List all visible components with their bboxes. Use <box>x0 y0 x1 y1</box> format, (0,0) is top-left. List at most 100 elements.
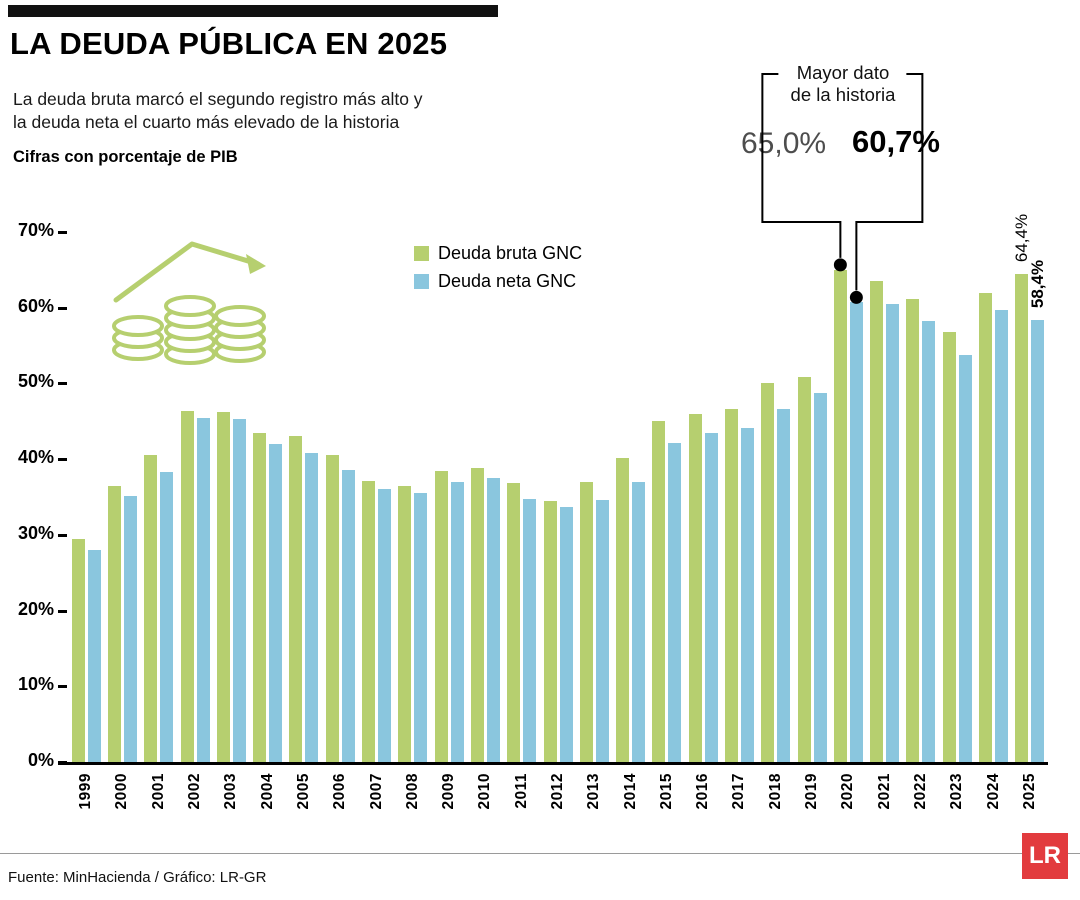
y-axis-label: 20% <box>17 598 54 619</box>
x-axis-label: 1999 <box>77 773 95 810</box>
bar-neta-1999 <box>87 550 101 762</box>
bar-neta-2023 <box>958 354 972 762</box>
x-axis-label: 2015 <box>657 773 675 810</box>
subtitle-line-1: La deuda bruta marcó el segundo registro… <box>13 89 423 109</box>
x-axis-label: 2011 <box>512 773 530 809</box>
legend-label-bruta: Deuda bruta GNC <box>438 243 583 263</box>
bar-bruta-2018 <box>761 383 775 762</box>
bar-bruta-2004 <box>253 432 267 762</box>
bar-neta-2001 <box>160 472 174 762</box>
x-axis-label: 2018 <box>766 773 784 810</box>
source-credit: Fuente: MinHacienda / Gráfico: LR-GR <box>8 869 267 886</box>
x-axis-label: 2007 <box>367 773 385 810</box>
x-axis-label: 2020 <box>839 773 857 810</box>
x-axis-label: 2014 <box>621 773 639 810</box>
bar-bruta-2014 <box>616 457 630 762</box>
legend-swatch-neta <box>414 274 429 289</box>
bar-bruta-2006 <box>325 455 339 762</box>
bar-bruta-1999 <box>71 538 85 762</box>
y-axis-label: 60% <box>17 295 54 316</box>
bar-bruta-2024 <box>979 292 993 762</box>
footer-divider <box>0 853 1080 854</box>
x-axis-line <box>58 762 1048 765</box>
x-axis-label: 2022 <box>911 773 929 810</box>
x-axis-label: 2004 <box>258 773 276 810</box>
bar-neta-2025 <box>1031 319 1045 762</box>
bar-neta-2007 <box>378 489 392 762</box>
bar-neta-2004 <box>269 444 283 762</box>
bar-bruta-2016 <box>688 413 702 762</box>
x-axis-label: 2002 <box>186 773 204 810</box>
bar-neta-2005 <box>305 453 319 762</box>
bar-bruta-2025 <box>1015 274 1029 762</box>
bar-neta-2009 <box>450 481 464 762</box>
bar-bruta-2021 <box>870 281 884 762</box>
bar-bruta-2007 <box>362 481 376 762</box>
x-axis-label: 2016 <box>694 773 712 810</box>
y-axis-tick <box>58 458 67 462</box>
bar-neta-2021 <box>886 303 900 762</box>
bar-bruta-2023 <box>942 331 956 762</box>
page-title: LA DEUDA PÚBLICA EN 2025 <box>10 26 448 61</box>
bar-bruta-2015 <box>652 421 666 762</box>
y-axis-label: 70% <box>17 220 54 240</box>
bar-bruta-2003 <box>216 412 230 762</box>
legend: Deuda bruta GNC Deuda neta GNC <box>414 243 582 299</box>
x-axis-label: 2008 <box>403 773 421 810</box>
bar-neta-2024 <box>995 309 1009 762</box>
bar-bruta-2005 <box>289 435 303 762</box>
bar-bruta-2002 <box>180 410 194 762</box>
bar-bruta-2000 <box>107 485 121 762</box>
bar-bruta-2019 <box>797 377 811 762</box>
bar-bruta-2012 <box>543 500 557 762</box>
bar-bruta-2008 <box>398 485 412 762</box>
legend-swatch-bruta <box>414 246 429 261</box>
coins-growth-icon <box>108 234 276 366</box>
x-axis-label: 2021 <box>875 773 893 810</box>
bar-neta-2019 <box>813 392 827 762</box>
y-axis-tick <box>58 533 67 537</box>
bar-bruta-2022 <box>906 299 920 762</box>
x-axis-label: 2005 <box>294 773 312 810</box>
bar-bruta-2020 <box>833 269 847 762</box>
x-axis-label: 2001 <box>149 773 167 810</box>
units-note: Cifras con porcentaje de PIB <box>13 148 238 166</box>
subtitle: La deuda bruta marcó el segundo registro… <box>13 88 423 134</box>
latest-value-neta: 58,4% <box>1027 259 1047 308</box>
x-axis-label: 2010 <box>476 773 494 810</box>
bar-neta-2013 <box>595 500 609 762</box>
top-rule <box>8 5 498 17</box>
y-axis-tick <box>58 306 67 310</box>
y-axis-label: 40% <box>17 447 54 468</box>
x-axis-label: 2024 <box>984 773 1002 810</box>
bar-bruta-2017 <box>724 409 738 762</box>
bar-bruta-2009 <box>434 471 448 762</box>
bar-neta-2016 <box>704 432 718 762</box>
bar-neta-2022 <box>922 321 936 762</box>
y-axis-label: 50% <box>17 371 54 392</box>
bar-neta-2017 <box>740 428 754 762</box>
legend-item-bruta: Deuda bruta GNC <box>414 243 582 264</box>
legend-item-neta: Deuda neta GNC <box>414 271 582 292</box>
bar-neta-2008 <box>414 493 428 762</box>
y-axis-label: 0% <box>27 750 54 770</box>
bar-neta-2002 <box>196 417 210 762</box>
x-axis-label: 2025 <box>1020 773 1038 810</box>
bar-neta-2000 <box>123 496 137 762</box>
bar-neta-2015 <box>668 443 682 762</box>
bar-bruta-2013 <box>579 481 593 762</box>
x-axis-label: 2009 <box>440 773 458 810</box>
x-axis-label: 2017 <box>730 773 748 810</box>
y-axis-tick <box>58 609 67 613</box>
x-axis-label: 2000 <box>113 773 131 810</box>
x-axis-label: 2013 <box>585 773 603 810</box>
bar-neta-2018 <box>777 409 791 762</box>
bar-neta-2010 <box>486 478 500 762</box>
y-axis-tick <box>58 685 67 689</box>
y-axis-label: 10% <box>17 674 54 695</box>
bar-neta-2003 <box>232 419 246 762</box>
y-axis-tick <box>58 231 67 234</box>
bar-neta-2011 <box>523 499 537 762</box>
